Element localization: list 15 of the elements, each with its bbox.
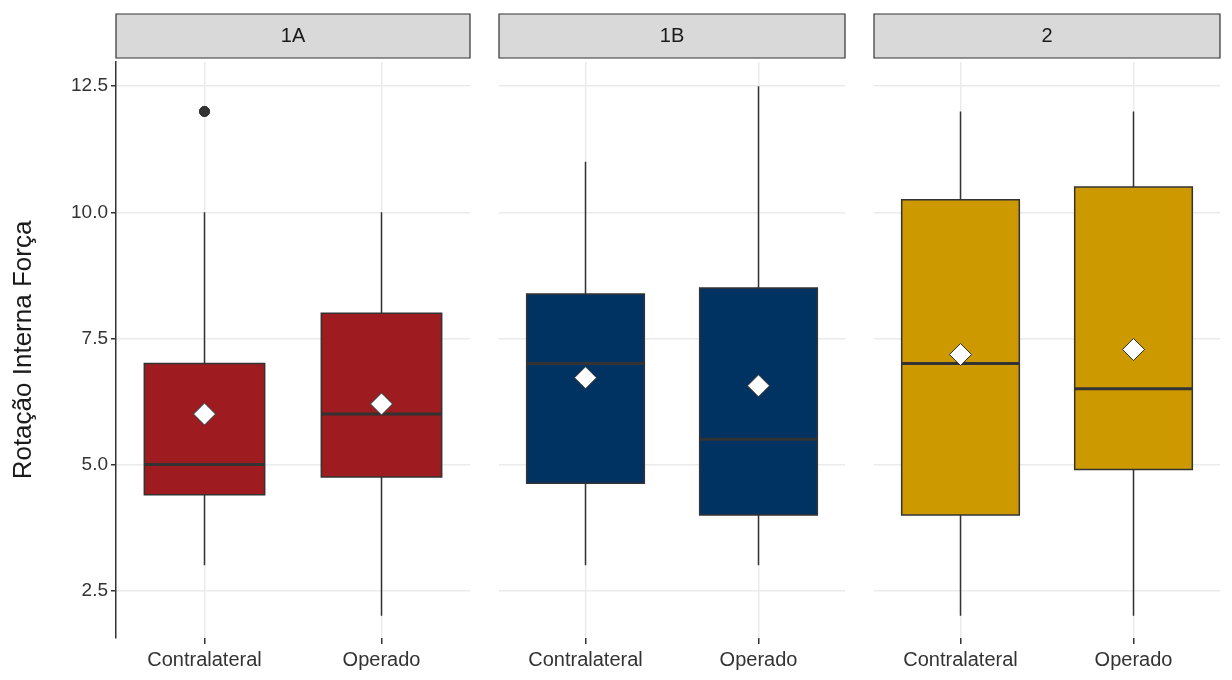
y-tick-label: 7.5	[81, 326, 108, 348]
chart-title: 1B	[659, 23, 685, 46]
chart-title: 2	[1041, 23, 1053, 46]
x-tick-label: Contralateral	[528, 647, 643, 670]
x-tick-label: Contralateral	[903, 647, 1018, 670]
x-tick-label: Operado	[342, 647, 421, 670]
x-tick-label: Operado	[1094, 647, 1173, 670]
x-tick-label: Operado	[719, 647, 798, 670]
y-tick-label: 12.5	[71, 74, 108, 96]
y-axis-title: Rotação Interna Força	[6, 220, 37, 480]
y-tick-label: 10.0	[71, 200, 108, 222]
y-tick-label: 5.0	[81, 452, 108, 474]
x-tick-label: Contralateral	[147, 647, 262, 670]
chart-title: 1A	[280, 23, 306, 46]
y-tick-label: 2.5	[81, 578, 108, 600]
